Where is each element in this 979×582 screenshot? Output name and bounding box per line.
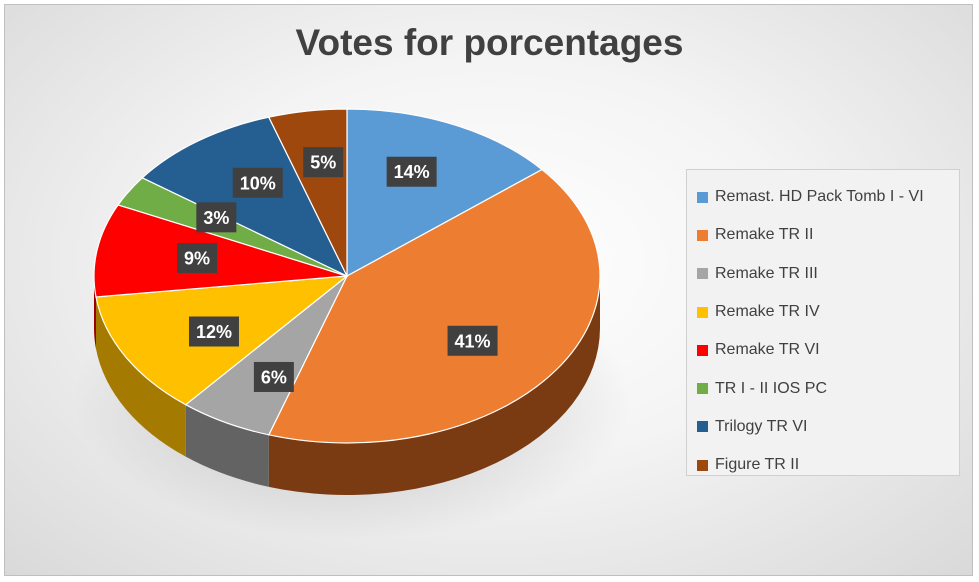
legend-label: Remake TR IV [715, 303, 820, 321]
pie-slice-side [95, 296, 186, 457]
legend-item: Remast. HD Pack Tomb I - VI [697, 178, 949, 216]
pie-slice [93, 204, 348, 298]
legend-item: Remake TR VI [697, 331, 949, 369]
data-label-text: 5% [310, 153, 336, 173]
legend-label: TR I - II IOS PC [715, 379, 828, 397]
legend-item: Trilogy TR VI [697, 408, 949, 446]
pie-slice [346, 108, 544, 278]
data-label: 10% [232, 167, 283, 198]
legend-item: Remake TR IV [697, 293, 949, 331]
data-label-text: 3% [203, 208, 229, 228]
data-label: 41% [447, 325, 498, 356]
data-label-box [196, 202, 237, 233]
data-label-text: 10% [240, 173, 276, 193]
data-label-text: 9% [184, 248, 210, 268]
legend-swatch [697, 191, 708, 203]
pie-slice-side [185, 404, 269, 487]
legend-label: Remake TR VI [715, 341, 820, 359]
data-label-text: 14% [394, 162, 430, 182]
legend-swatch [697, 268, 708, 280]
data-label: 12% [188, 316, 239, 347]
data-label: 9% [177, 242, 218, 273]
legend-swatch [697, 459, 708, 471]
legend-item: Remake TR II [697, 216, 949, 254]
legend-item: TR I - II IOS PC [697, 369, 949, 407]
pie-slice [267, 168, 601, 444]
legend-label: Figure TR II [715, 456, 800, 474]
legend: Remast. HD Pack Tomb I - VI Remake TR II R… [686, 169, 960, 476]
data-label: 3% [196, 202, 237, 233]
data-label-text: 41% [455, 331, 491, 351]
legend-item: Remake TR III [697, 255, 949, 293]
legend-label: Remast. HD Pack Tomb I - VI [715, 188, 924, 206]
pie-slice-side [268, 276, 600, 496]
legend-label: Trilogy TR VI [715, 417, 808, 435]
data-label-box [177, 242, 218, 273]
chart-title: Votes for porcentages [295, 22, 684, 63]
legend-swatch [697, 306, 708, 318]
data-label-box [303, 147, 344, 178]
data-label: 14% [386, 156, 437, 187]
legend-swatch [697, 229, 708, 241]
data-label: 6% [253, 361, 294, 392]
legend-swatch [697, 344, 708, 356]
data-label-text: 12% [196, 322, 232, 342]
data-label-box [188, 316, 239, 347]
data-label: 5% [303, 147, 344, 178]
legend-item: Figure TR II [697, 446, 949, 484]
data-label-box [386, 156, 437, 187]
data-label-box [253, 361, 294, 392]
legend-label: Remake TR III [715, 264, 818, 282]
legend-swatch [697, 421, 708, 433]
data-label-box [232, 167, 283, 198]
legend-swatch [697, 383, 708, 395]
data-label-text: 6% [261, 367, 287, 387]
legend-label: Remake TR II [715, 226, 814, 244]
data-label-box [447, 325, 498, 356]
